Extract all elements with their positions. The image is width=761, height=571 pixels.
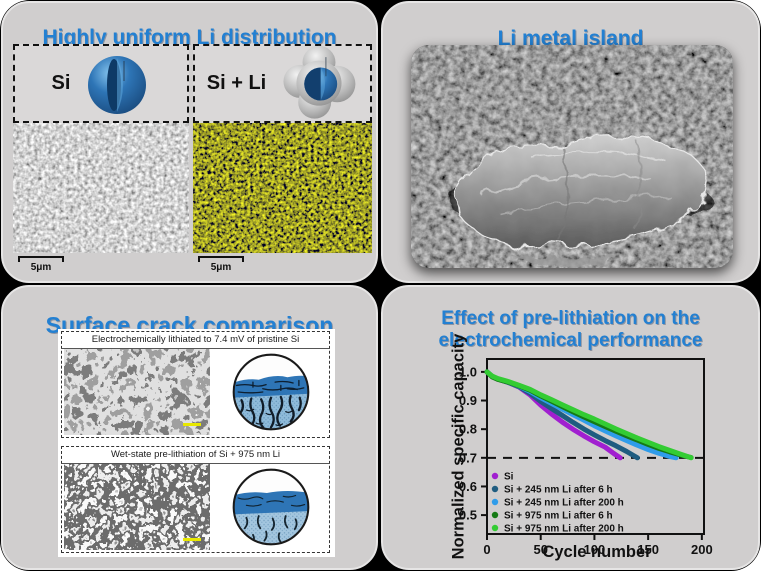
plot-frame: [486, 358, 705, 535]
si-sphere-graphic: [88, 55, 147, 114]
x-tick-label: 150: [637, 542, 659, 557]
sem-li-texture: [193, 123, 372, 253]
crack-sem-bottom-texture: [64, 464, 210, 550]
legend-marker: [491, 498, 499, 506]
panel-performance: Effect of pre-lithiation on the electroc…: [381, 285, 760, 570]
legend-marker: [491, 511, 499, 519]
y-tick-label: 0.5: [459, 508, 477, 523]
sem-si-texture: [13, 123, 189, 253]
x-tick-label: 200: [691, 542, 713, 557]
panel-title-performance: Effect of pre-lithiation on the electroc…: [383, 308, 758, 352]
crack-sem-top: [64, 349, 210, 435]
crack-subpanel-electrochemical: Electrochemically lithiated to 7.4 mV of…: [61, 331, 330, 438]
legend-label: Si + 975 nm Li after 200 h: [504, 524, 624, 535]
scalebar-si: 5μm: [11, 256, 71, 273]
crack-caption-top: Electrochemically lithiated to 7.4 mV of…: [62, 332, 329, 349]
y-tick-label: 0.7: [459, 450, 477, 465]
panel-title-li-island: Li metal island: [497, 27, 644, 51]
si-li-schematic-box: Si + Li: [193, 44, 372, 123]
crack-sem-top-texture: [64, 349, 210, 435]
si-label: Si: [51, 72, 71, 94]
y-tick-label: 1.0: [459, 364, 477, 379]
panel-surface-crack: Surface crack comparison Electrochemical…: [1, 285, 378, 570]
series-line: [484, 369, 694, 461]
si-schematic-box: Si: [13, 44, 189, 123]
yellow-scalebar: [183, 537, 201, 541]
performance-title-line1: Effect of pre-lithiation on the: [441, 307, 700, 329]
legend-marker: [491, 524, 499, 532]
legend-marker: [491, 485, 499, 493]
panel-title-li-distribution: Highly uniform Li distribution: [42, 26, 337, 50]
crack-subpanel-wetstate: Wet-state pre-lithiation of Si + 975 nm …: [61, 446, 330, 553]
panel-li-island: Li metal island: [381, 1, 760, 283]
crack-schematic-top: [232, 353, 310, 431]
si-li-particle-graphic: [283, 45, 356, 119]
crack-caption-bottom: Wet-state pre-lithiation of Si + 975 nm …: [62, 447, 329, 464]
li-island-texture: [411, 45, 733, 268]
performance-chart: 0.5 0.6 0.7 0.8 0.9 1.0 0 50 100 150 200 Si Si + 245…: [459, 358, 713, 557]
crack-comparison-box: Electrochemically lithiated to 7.4 mV of…: [58, 329, 335, 557]
sem-image-li-eds-map: [193, 123, 372, 253]
crack-schematic-bottom: [232, 468, 310, 546]
crack-sem-bottom: [64, 464, 210, 550]
scalebar-label: 5μm: [210, 262, 232, 273]
x-tick-label: 50: [533, 542, 547, 557]
performance-title-line2: electrochemical performance: [438, 329, 703, 351]
scalebar-line: [198, 256, 244, 262]
yellow-scalebar: [183, 422, 201, 426]
li-island-sem-image: [411, 45, 733, 268]
scalebar-label: 5μm: [30, 262, 52, 273]
series-line: [484, 369, 623, 461]
legend-label: Si + 245 nm Li after 200 h: [504, 498, 624, 509]
y-tick-label: 0.8: [459, 422, 477, 437]
y-tick-label: 0.9: [459, 393, 477, 408]
sem-image-si: [13, 123, 189, 253]
y-tick-label: 0.6: [459, 479, 477, 494]
legend-label: Si + 975 nm Li after 6 h: [504, 511, 613, 522]
x-axis-label: Cycle number: [542, 543, 652, 561]
x-tick-label: 0: [483, 542, 490, 557]
legend-label: Si: [504, 472, 514, 483]
scalebar-line: [18, 256, 64, 262]
si-li-label: Si + Li: [206, 72, 267, 94]
x-tick-label: 100: [584, 542, 606, 557]
legend-marker: [491, 472, 499, 480]
legend-label: Si + 245 nm Li after 6 h: [504, 485, 613, 496]
scalebar-li: 5μm: [191, 256, 251, 273]
panel-li-distribution: Highly uniform Li distribution Si Si + L…: [1, 1, 378, 283]
